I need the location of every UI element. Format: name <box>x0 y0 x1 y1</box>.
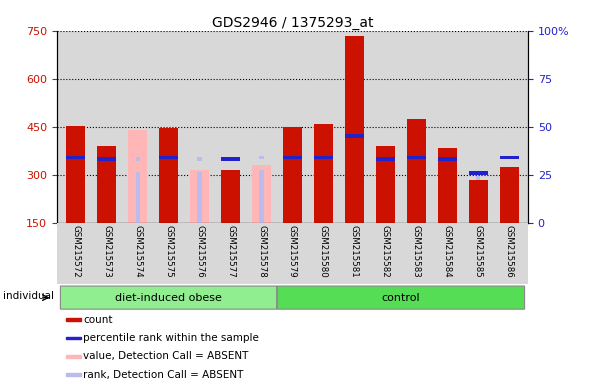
Text: percentile rank within the sample: percentile rank within the sample <box>83 333 259 343</box>
Bar <box>438 147 457 223</box>
Bar <box>407 156 426 159</box>
Bar <box>128 130 147 223</box>
Bar <box>469 180 488 223</box>
Bar <box>500 156 519 159</box>
Text: GSM215585: GSM215585 <box>474 225 483 277</box>
Bar <box>438 157 457 161</box>
Bar <box>283 156 302 159</box>
Text: individual: individual <box>3 291 54 301</box>
FancyBboxPatch shape <box>277 286 524 309</box>
Text: GSM215581: GSM215581 <box>350 225 359 277</box>
Text: value, Detection Call = ABSENT: value, Detection Call = ABSENT <box>83 351 248 361</box>
Bar <box>259 156 263 159</box>
Bar <box>345 36 364 223</box>
Text: GSM215574: GSM215574 <box>133 225 142 277</box>
Bar <box>197 157 202 161</box>
Text: GSM215583: GSM215583 <box>412 225 421 277</box>
Text: GSM215584: GSM215584 <box>443 225 452 277</box>
Text: GSM215582: GSM215582 <box>381 225 390 277</box>
Bar <box>376 157 395 161</box>
Text: rank, Detection Call = ABSENT: rank, Detection Call = ABSENT <box>83 369 243 379</box>
Text: GSM215578: GSM215578 <box>257 225 266 277</box>
Bar <box>314 124 333 223</box>
Text: GSM215586: GSM215586 <box>505 225 514 277</box>
Text: GSM215572: GSM215572 <box>71 225 80 277</box>
Bar <box>283 127 302 223</box>
Text: diet-induced obese: diet-induced obese <box>115 293 222 303</box>
Bar <box>67 318 80 321</box>
Text: GSM215576: GSM215576 <box>195 225 204 277</box>
Bar <box>500 167 519 223</box>
Bar <box>97 146 116 223</box>
Text: GSM215579: GSM215579 <box>288 225 297 277</box>
Text: GSM215577: GSM215577 <box>226 225 235 277</box>
Bar <box>221 170 240 223</box>
Bar <box>469 171 488 175</box>
Bar <box>259 170 263 223</box>
Bar <box>476 176 481 223</box>
Bar <box>136 172 140 223</box>
Bar <box>67 355 80 358</box>
Text: GSM215580: GSM215580 <box>319 225 328 277</box>
Text: GSM215575: GSM215575 <box>164 225 173 277</box>
Bar <box>252 165 271 223</box>
Bar <box>197 172 202 223</box>
Text: count: count <box>83 315 112 325</box>
Bar <box>66 156 85 159</box>
FancyBboxPatch shape <box>61 286 277 309</box>
Bar <box>190 170 209 223</box>
Bar <box>66 126 85 223</box>
Text: control: control <box>382 293 420 303</box>
Bar <box>67 373 80 376</box>
Bar <box>159 156 178 159</box>
Bar <box>67 337 80 339</box>
Bar <box>136 157 140 161</box>
Bar <box>221 157 240 161</box>
Text: GSM215573: GSM215573 <box>102 225 111 277</box>
Bar <box>407 119 426 223</box>
Bar <box>345 134 364 138</box>
Bar <box>97 157 116 161</box>
Bar <box>314 156 333 159</box>
Bar <box>159 128 178 223</box>
Bar <box>376 146 395 223</box>
Title: GDS2946 / 1375293_at: GDS2946 / 1375293_at <box>212 16 373 30</box>
